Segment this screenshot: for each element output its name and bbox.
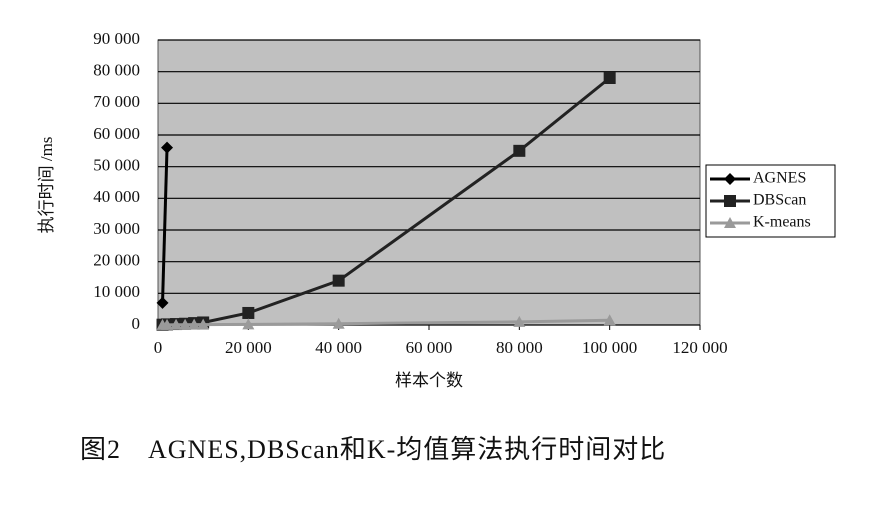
legend-marker — [724, 217, 736, 228]
x-tick-label: 0 — [154, 338, 163, 357]
x-tick-label: 100 000 — [582, 338, 637, 357]
series-line — [161, 147, 169, 303]
data-point — [513, 144, 526, 157]
legend-marker — [724, 195, 736, 207]
x-tick-label: 120 000 — [672, 338, 727, 357]
data-point — [161, 141, 174, 154]
y-tick-label: 30 000 — [93, 219, 140, 238]
caption: 图2 AGNES,DBScan和K-均值算法执行时间对比 — [80, 435, 666, 464]
data-point — [188, 318, 201, 330]
series-line — [162, 318, 610, 327]
data-point — [242, 306, 255, 319]
data-point — [332, 317, 345, 329]
y-tick-label: 80 000 — [93, 61, 140, 80]
x-tick-label: 80 000 — [496, 338, 543, 357]
data-point — [332, 274, 345, 287]
x-tick-label: 60 000 — [406, 338, 453, 357]
y-axis-label: 执行时间 /ms — [37, 137, 56, 234]
y-tick-label: 70 000 — [93, 92, 140, 111]
x-tick-label: 40 000 — [315, 338, 362, 357]
data-point — [197, 318, 210, 330]
data-point — [513, 315, 526, 327]
y-tick-label: 90 000 — [93, 29, 140, 48]
legend-label: AGNES — [753, 170, 806, 187]
y-tick-label: 20 000 — [93, 251, 140, 270]
data-point — [603, 314, 616, 326]
legend-marker — [724, 173, 736, 185]
y-tick-label: 50 000 — [93, 156, 140, 175]
plot-area — [157, 39, 701, 326]
x-tick-label: 20 000 — [225, 338, 272, 357]
data-point — [161, 318, 174, 330]
data-point — [603, 72, 616, 84]
legend-label: DBScan — [753, 192, 806, 209]
y-tick-label: 0 — [132, 314, 141, 333]
data-point — [170, 318, 183, 330]
legend-label: K-means — [753, 214, 811, 231]
y-tick-label: 60 000 — [93, 124, 140, 143]
data-point — [156, 296, 169, 309]
data-point — [242, 318, 255, 330]
y-tick-label: 40 000 — [93, 187, 140, 206]
data-point — [179, 318, 192, 330]
x-axis-label: 样本个数 — [395, 371, 463, 390]
y-tick-label: 10 000 — [93, 282, 140, 301]
